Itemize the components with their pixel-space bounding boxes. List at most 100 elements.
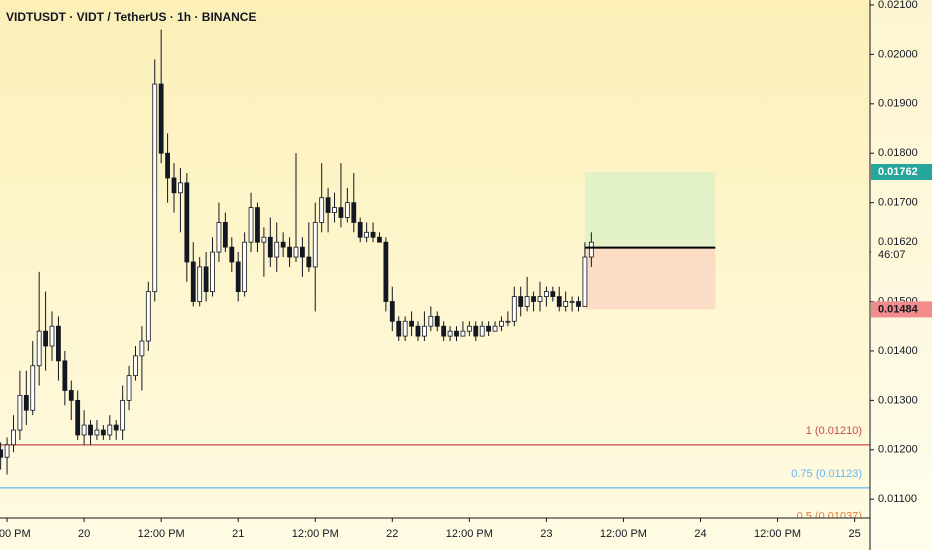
y-tick-label: 0.01400 bbox=[878, 345, 918, 357]
x-tick-label: 12:00 PM bbox=[446, 528, 493, 540]
x-tick-label: 24 bbox=[694, 528, 706, 540]
candle-body bbox=[531, 296, 536, 302]
candle-body bbox=[165, 152, 170, 179]
candle-body bbox=[428, 315, 434, 327]
candle-body bbox=[524, 296, 530, 307]
x-tick-label: 12:00 PM bbox=[292, 528, 339, 540]
candle-body bbox=[158, 83, 164, 154]
candle-body bbox=[300, 246, 305, 258]
candle-body bbox=[113, 424, 119, 431]
x-tick-label: 23 bbox=[540, 528, 552, 540]
candle-body bbox=[422, 325, 427, 337]
candle-body bbox=[216, 222, 222, 253]
y-tick-label: 0.01700 bbox=[878, 197, 918, 209]
candle-body bbox=[255, 207, 260, 243]
candle-body bbox=[543, 291, 549, 297]
candle-body bbox=[184, 182, 190, 263]
x-tick-label: 25 bbox=[848, 528, 860, 540]
candle-body bbox=[454, 330, 459, 337]
plot-area: 1 (0.01210) 0.75 (0.01123) 0.5 (0.01037) bbox=[0, 29, 870, 518]
chart-title: VIDTUSDT · VIDT / TetherUS · 1h · BINANC… bbox=[6, 10, 256, 24]
candle-body bbox=[370, 231, 376, 238]
price-tag bbox=[871, 164, 932, 181]
x-tick-label: 12:00 PM bbox=[754, 528, 801, 540]
candle-body bbox=[139, 340, 145, 357]
candle-body bbox=[563, 301, 569, 307]
candle-body bbox=[100, 429, 106, 436]
candle-body bbox=[332, 207, 337, 213]
candle-body bbox=[133, 355, 138, 377]
candle-body bbox=[466, 325, 472, 332]
candle-body bbox=[120, 399, 126, 431]
candle-body bbox=[81, 424, 87, 436]
candle-body bbox=[550, 291, 556, 297]
last-price-label: 0.01620 bbox=[878, 236, 918, 248]
candle-body bbox=[492, 325, 498, 332]
candle-body bbox=[248, 207, 254, 243]
candle-body bbox=[210, 251, 215, 293]
fib-label: 0.75 (0.01123) bbox=[791, 468, 862, 480]
candle-body bbox=[171, 177, 177, 194]
y-tick-label: 0.01800 bbox=[878, 147, 918, 159]
candle-body bbox=[486, 325, 492, 332]
y-tick-label: 0.01100 bbox=[878, 493, 917, 505]
candle-body bbox=[396, 320, 402, 337]
candle-body bbox=[222, 222, 228, 248]
price-tag bbox=[871, 301, 932, 318]
candle-body bbox=[556, 296, 562, 307]
candle-body bbox=[377, 236, 382, 243]
x-tick-label: 22 bbox=[386, 528, 398, 540]
candle-body bbox=[197, 266, 203, 302]
candle-body bbox=[242, 241, 248, 293]
loss-zone bbox=[584, 247, 716, 310]
candle-body bbox=[582, 256, 588, 307]
candle-body bbox=[518, 296, 524, 307]
candle-body bbox=[107, 424, 113, 436]
y-tick-label: 0.01300 bbox=[878, 394, 918, 406]
candle-body bbox=[434, 315, 440, 327]
candle-body bbox=[23, 395, 29, 411]
candle-body bbox=[293, 246, 299, 258]
candle-body bbox=[319, 197, 325, 223]
candle-body bbox=[36, 330, 42, 367]
candle-body bbox=[88, 424, 93, 436]
candle-body bbox=[511, 296, 517, 322]
candle-body bbox=[569, 301, 575, 303]
candle-body bbox=[267, 236, 273, 258]
x-tick-label: 12:00 PM bbox=[138, 528, 185, 540]
candle-body bbox=[30, 365, 36, 411]
candle-body bbox=[280, 241, 286, 248]
y-tick-label: 0.01900 bbox=[878, 98, 918, 110]
candle-body bbox=[94, 429, 100, 436]
candle-body bbox=[306, 256, 312, 268]
price-axis-bg bbox=[870, 0, 932, 550]
candle-body bbox=[409, 320, 414, 327]
candle-body bbox=[62, 360, 68, 391]
candle-body bbox=[357, 222, 363, 238]
candle-body bbox=[415, 325, 421, 337]
candle-body bbox=[473, 325, 479, 337]
candle-body bbox=[389, 301, 395, 322]
last-price-tag bbox=[871, 234, 932, 263]
x-tick-label: 12:00 PM bbox=[0, 528, 31, 540]
candle-body bbox=[0, 449, 4, 458]
countdown-label: 46:07 bbox=[878, 249, 906, 261]
candle-body bbox=[11, 429, 16, 446]
candle-body bbox=[43, 330, 48, 347]
candle-body bbox=[261, 236, 267, 243]
candle-body bbox=[338, 207, 344, 218]
candle-body bbox=[499, 320, 504, 327]
y-tick-label: 0.02000 bbox=[878, 48, 918, 60]
candle-body bbox=[17, 395, 23, 431]
candle-body bbox=[441, 325, 447, 337]
x-tick-label: 12:00 PM bbox=[600, 528, 647, 540]
candle-body bbox=[383, 241, 389, 302]
candle-body bbox=[68, 390, 74, 401]
candle-body bbox=[364, 231, 370, 238]
candle-body bbox=[75, 399, 81, 436]
candle-body bbox=[152, 83, 158, 293]
candle-body bbox=[576, 301, 581, 307]
